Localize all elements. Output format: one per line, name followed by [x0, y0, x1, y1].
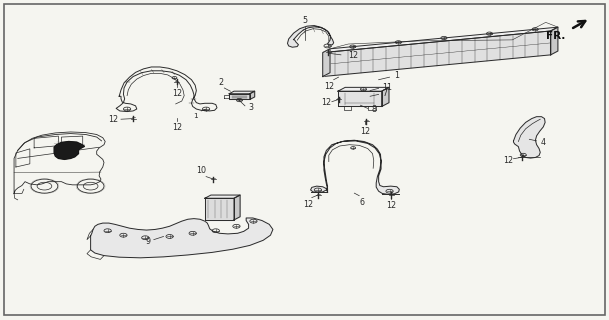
- Text: 12: 12: [360, 127, 370, 136]
- Text: 10: 10: [196, 166, 206, 175]
- Polygon shape: [311, 140, 400, 195]
- Text: 12: 12: [322, 98, 331, 107]
- Text: 12: 12: [324, 82, 334, 91]
- Polygon shape: [323, 49, 330, 76]
- Polygon shape: [551, 27, 558, 55]
- Polygon shape: [54, 141, 85, 159]
- Text: 1: 1: [193, 113, 197, 118]
- Text: 12: 12: [172, 89, 182, 98]
- Text: 7: 7: [382, 89, 387, 98]
- Text: FR.: FR.: [546, 31, 566, 41]
- Text: 12: 12: [348, 51, 358, 60]
- Text: 6: 6: [359, 197, 364, 207]
- Polygon shape: [91, 218, 273, 258]
- Polygon shape: [229, 94, 250, 100]
- Polygon shape: [287, 26, 334, 47]
- Text: 12: 12: [108, 115, 118, 124]
- Text: 2: 2: [218, 78, 224, 87]
- Polygon shape: [513, 117, 545, 158]
- Polygon shape: [382, 87, 389, 107]
- Polygon shape: [229, 91, 255, 94]
- Polygon shape: [338, 87, 389, 91]
- Text: 11: 11: [382, 83, 392, 92]
- Text: 12: 12: [504, 156, 514, 164]
- Text: 9: 9: [145, 237, 150, 246]
- Text: 12: 12: [303, 199, 313, 209]
- Text: 12: 12: [386, 201, 396, 211]
- Polygon shape: [338, 91, 382, 107]
- Text: 1: 1: [395, 71, 400, 80]
- Polygon shape: [205, 195, 240, 198]
- Polygon shape: [205, 198, 234, 220]
- Polygon shape: [323, 27, 558, 52]
- Polygon shape: [323, 31, 551, 76]
- Polygon shape: [250, 91, 255, 100]
- Text: 12: 12: [172, 123, 182, 132]
- Polygon shape: [234, 195, 240, 220]
- Text: 5: 5: [303, 16, 308, 25]
- Text: 4: 4: [540, 138, 545, 147]
- Text: 8: 8: [371, 105, 376, 114]
- Text: 3: 3: [248, 103, 253, 112]
